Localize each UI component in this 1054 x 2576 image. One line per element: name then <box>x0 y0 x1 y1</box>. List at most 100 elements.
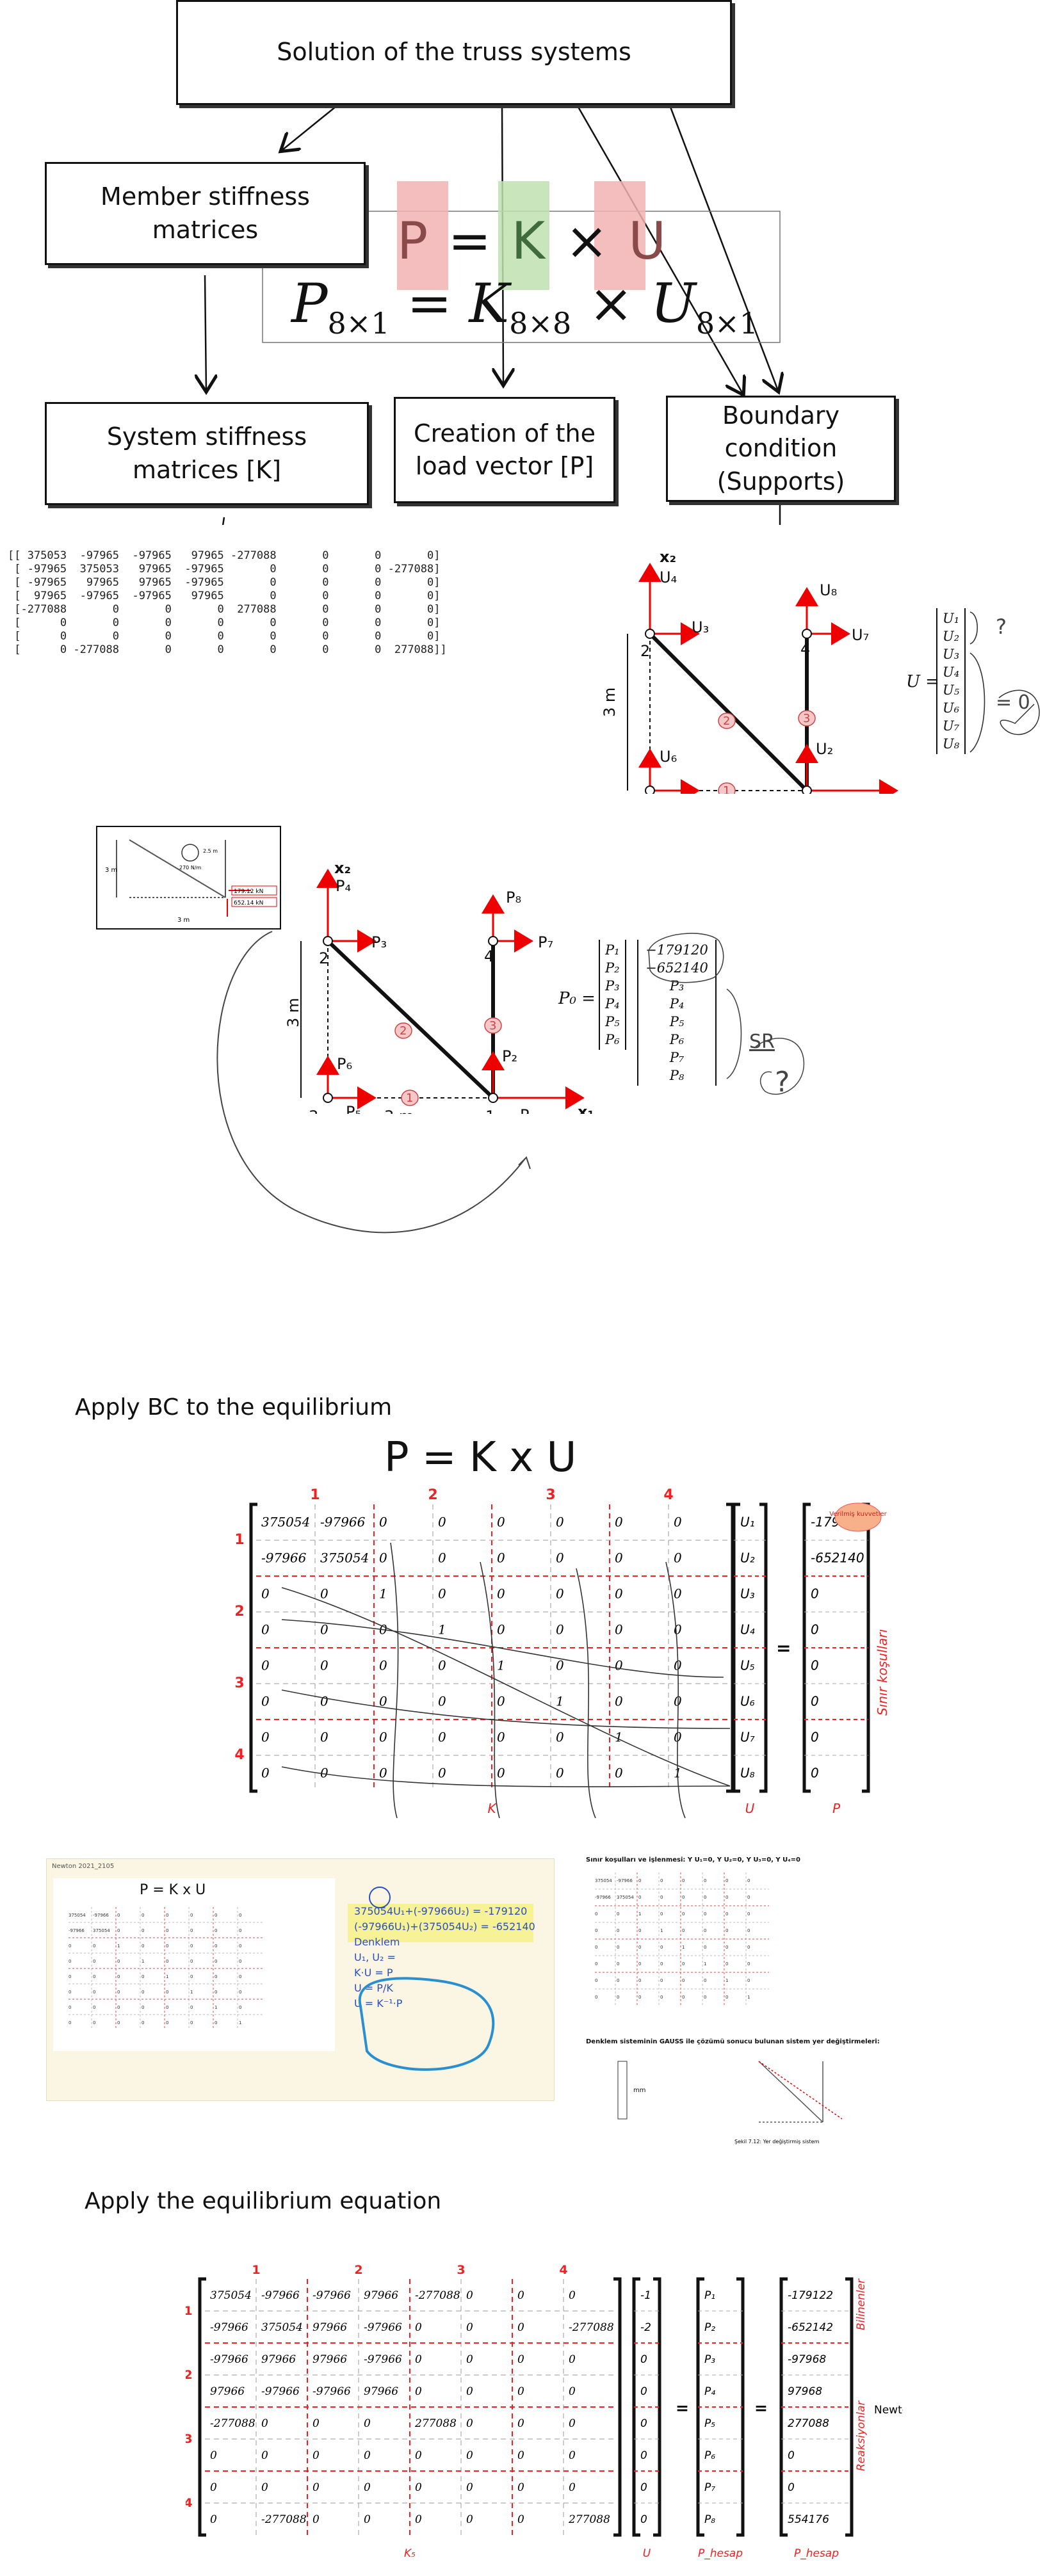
freehand-stroke <box>665 1561 686 1819</box>
row-group-label: 4 <box>234 1747 244 1763</box>
mini-cell: 0 <box>747 1945 750 1950</box>
matrix-cell: 0 <box>466 2513 473 2526</box>
mini-cell: -97966 <box>595 1895 611 1900</box>
freehand-stroke <box>281 1766 731 1787</box>
slide-unit: mm <box>633 2087 646 2094</box>
mini-cell: 0 <box>215 1913 217 1918</box>
mini-cell: 1 <box>215 2005 217 2010</box>
system-stiffness-text: System stiffness matrices [K] <box>106 423 307 484</box>
mini-cell: 0 <box>704 1978 706 1983</box>
matrix-cell: 0 <box>379 1694 387 1709</box>
mini-cell: 0 <box>660 1995 663 2000</box>
matrix-cell: 0 <box>466 2481 473 2494</box>
matrix-cell: 0 <box>466 2449 473 2462</box>
mini-cell: 1 <box>239 2020 241 2025</box>
col-group-label: 3 <box>457 2263 465 2277</box>
mini-cell: 1 <box>117 1944 120 1949</box>
matrix-cell: 0 <box>615 1550 623 1566</box>
matrix-cell: 97966 <box>261 2353 296 2366</box>
p-vector-annotations <box>648 933 805 1095</box>
matrix-cell: 0 <box>320 1586 328 1602</box>
boundary-text: Boundary condition (Supports) <box>717 401 845 495</box>
board-slide: P = K x U 375054 -97966 0 0 0 0 0 0 -97966 375054… <box>53 1878 335 2051</box>
matrix-cell: 0 <box>364 2417 371 2430</box>
matrix-cell: 0 <box>556 1766 564 1781</box>
k-block <box>498 181 549 290</box>
freehand-stroke <box>281 1689 731 1729</box>
matrix-cell: 1 <box>438 1622 446 1638</box>
matrix-cell: 0 <box>466 2289 473 2302</box>
mini-cell: 1 <box>682 1945 685 1950</box>
mini-cell: 0 <box>239 1959 241 1964</box>
mini-cell: 0 <box>117 1990 120 1995</box>
mini-cell: -97966 <box>93 1913 109 1918</box>
matrix-cell: -97966 <box>312 2289 351 2302</box>
p-value-entry: P₅ <box>669 1014 685 1029</box>
load-vector-text: Creation of the load vector [P] <box>414 419 596 480</box>
matrix-cell: 0 <box>438 1658 446 1673</box>
u-vector-entry: U₈ <box>943 736 960 752</box>
u-vector-entry: U₂ <box>943 629 960 644</box>
mini-cell: 0 <box>117 1928 120 1933</box>
thumb-r: 2.5 m <box>203 848 218 854</box>
board-hw-line: U₁, U₂ = <box>354 1951 396 1963</box>
mini-cell: 0 <box>166 1928 168 1933</box>
member-stiffness-box: Member stiffness matrices <box>45 162 366 265</box>
matrix-cell: 0 <box>517 2289 524 2302</box>
u-dof: U₆ <box>660 748 677 766</box>
matrix-cell: 0 <box>379 1515 387 1530</box>
vector-cell: 554176 <box>788 2513 829 2526</box>
mini-cell: 0 <box>142 1913 144 1918</box>
row-group-label: 2 <box>234 1604 244 1620</box>
matrix-cell: 0 <box>438 1550 446 1566</box>
mini-cell: 1 <box>747 1995 750 2000</box>
thumb-dim2: 3 m <box>105 867 117 874</box>
vector-label: U <box>745 1801 755 1816</box>
mini-cell: 0 <box>215 1944 217 1949</box>
mini-cell: 0 <box>142 1928 144 1933</box>
matrix-cell: 0 <box>674 1550 682 1566</box>
mini-cell: 0 <box>638 1928 641 1933</box>
section1-heading: Apply BC to the equilibrium <box>75 1394 393 1421</box>
given-forces-text: Verilmiş kuvvetler <box>829 1511 887 1518</box>
equilibrium-matrix-equation: 1 2 3 4 1 2 3 4 375054 -97966 -97966 97966 -277088 0 0… <box>186 2263 903 2560</box>
p-dof: P₅ <box>346 1103 361 1114</box>
p-member-1: 1 <box>406 1091 413 1105</box>
mini-cell: 1 <box>166 1974 168 1979</box>
vector-cell: -97968 <box>788 2353 826 2366</box>
matrix-cell: 0 <box>261 1694 270 1709</box>
matrix-cell: 0 <box>497 1766 505 1781</box>
matrix-cell: -97966 <box>261 1550 307 1566</box>
vector-cell: 0 <box>811 1694 819 1709</box>
mini-cell: 375054 <box>595 1878 612 1883</box>
mini-cell: 0 <box>93 2005 95 2010</box>
vector-cell: -1 <box>640 2289 651 2302</box>
matrix-cell: 0 <box>312 2481 320 2494</box>
matrix-cell: 0 <box>556 1730 564 1745</box>
matrix-cell: 97966 <box>364 2385 398 2398</box>
mini-cell: 1 <box>704 1961 706 1967</box>
mini-cell: 0 <box>215 1974 217 1979</box>
matrix-cell: -97966 <box>312 2385 351 2398</box>
mini-cell: 0 <box>239 2005 241 2010</box>
mini-cell: 0 <box>660 1961 663 1967</box>
matrix-cell: 0 <box>466 2321 473 2334</box>
side-label: Bilinenler <box>855 2278 868 2330</box>
freehand-stroke <box>281 1587 731 1787</box>
mini-cell: 0 <box>69 2020 71 2025</box>
row-group-label: 1 <box>186 2304 193 2318</box>
matrix-cell: 375054 <box>261 2321 303 2334</box>
mini-cell: 0 <box>190 1974 193 1979</box>
matrix-cell: 0 <box>320 1766 328 1781</box>
mini-cell: 0 <box>166 2020 168 2025</box>
matrix-cell: 0 <box>497 1622 505 1638</box>
vector-cell: 0 <box>640 2385 647 2398</box>
mini-cell: 0 <box>726 1995 728 2000</box>
slide-heading: Sınır koşulları ve işlenmesi: Y U₁=0, Y … <box>586 1856 800 1864</box>
side-label: Sınır koşulları <box>875 1629 890 1716</box>
matrix-cell: 0 <box>438 1694 446 1709</box>
mini-cell: 0 <box>617 1995 619 2000</box>
matrix-cell: 0 <box>466 2385 473 2398</box>
mini-cell: 0 <box>747 1878 750 1883</box>
matrix-cell: 0 <box>438 1766 446 1781</box>
